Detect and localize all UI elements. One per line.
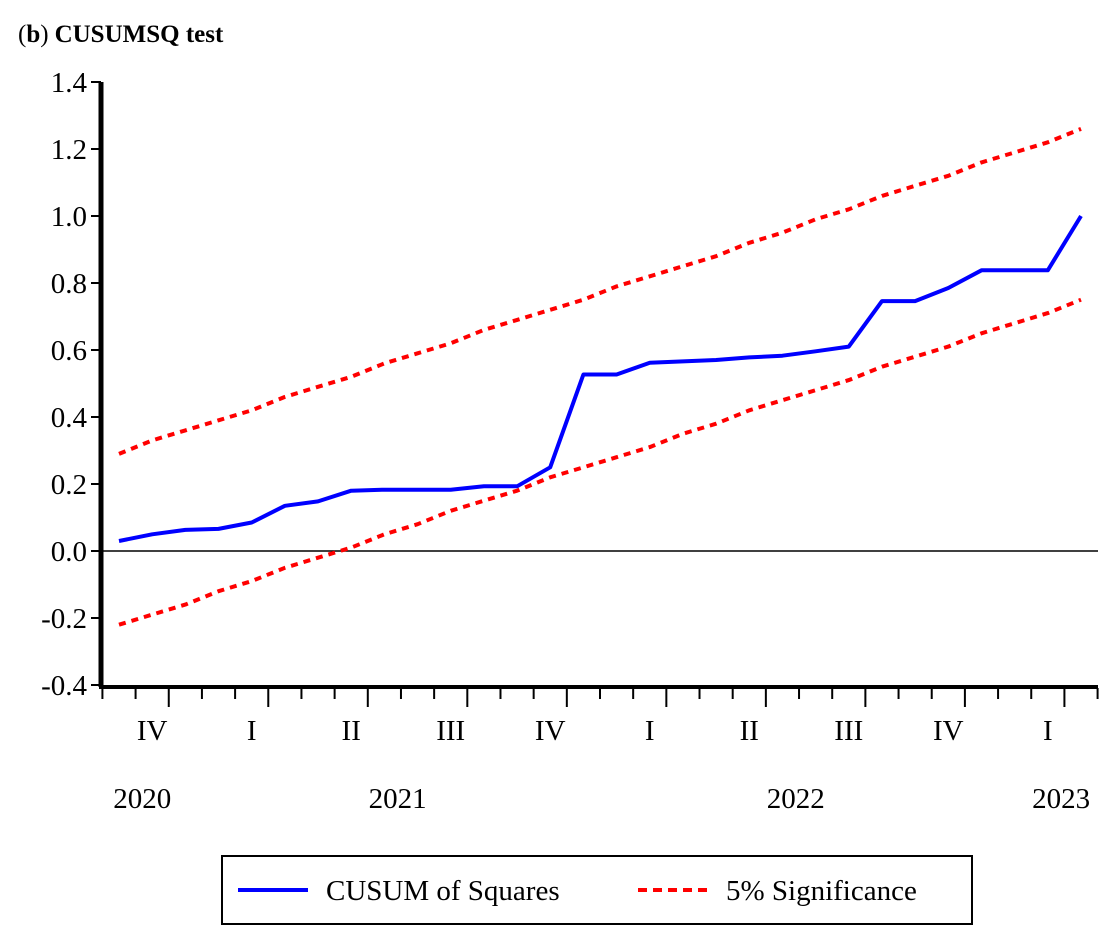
x-year-label: 2021 [369, 783, 427, 815]
x-year-label: 2022 [767, 783, 825, 815]
title-text: CUSUMSQ test [55, 21, 224, 48]
legend-box [221, 855, 973, 925]
title-suffix: ) [40, 21, 48, 48]
series-group [118, 127, 1083, 627]
y-tick-label: 0.8 [51, 268, 87, 300]
series-line-significance-lower [118, 297, 1082, 627]
series-line-significance-upper [118, 127, 1082, 456]
legend: CUSUM of Squares 5% Significance [221, 855, 973, 925]
y-axis: 1.4 1.2 1.0 0.8 0.6 0.4 0.2 0.0 -0.2 -0.4 [41, 67, 104, 702]
series-line-cusum-of-squares [118, 214, 1083, 543]
x-quarter-label: I [645, 715, 655, 747]
y-tick-label: 1.4 [51, 67, 88, 99]
chart-title: (b) CUSUMSQ test [18, 21, 224, 48]
title-prefix: ( [18, 21, 26, 48]
x-year-label: 2023 [1032, 783, 1090, 815]
x-quarter-label: I [1043, 715, 1053, 747]
y-tick-label: -0.2 [41, 603, 87, 635]
y-tick-label: 0.2 [51, 469, 87, 501]
x-year-label: 2020 [113, 783, 171, 815]
x-quarter-label: I [247, 715, 257, 747]
x-quarter-label: IV [933, 715, 964, 747]
y-tick-label: 0.6 [51, 335, 87, 367]
y-tick-label: 1.2 [51, 134, 87, 166]
y-tick-label: 1.0 [51, 201, 87, 233]
y-tick-label: 0.4 [51, 402, 88, 434]
legend-label-cusum: CUSUM of Squares [326, 875, 560, 907]
x-quarter-label: III [834, 715, 863, 747]
y-tick-label: 0.0 [51, 536, 87, 568]
y-tick-label: -0.4 [41, 670, 87, 702]
x-quarter-label: IV [137, 715, 168, 747]
title-letter: b [26, 21, 40, 48]
x-quarter-label: II [740, 715, 759, 747]
legend-label-significance: 5% Significance [726, 875, 917, 907]
x-quarter-label: II [342, 715, 361, 747]
x-quarter-label: IV [535, 715, 566, 747]
x-quarter-label: III [436, 715, 465, 747]
